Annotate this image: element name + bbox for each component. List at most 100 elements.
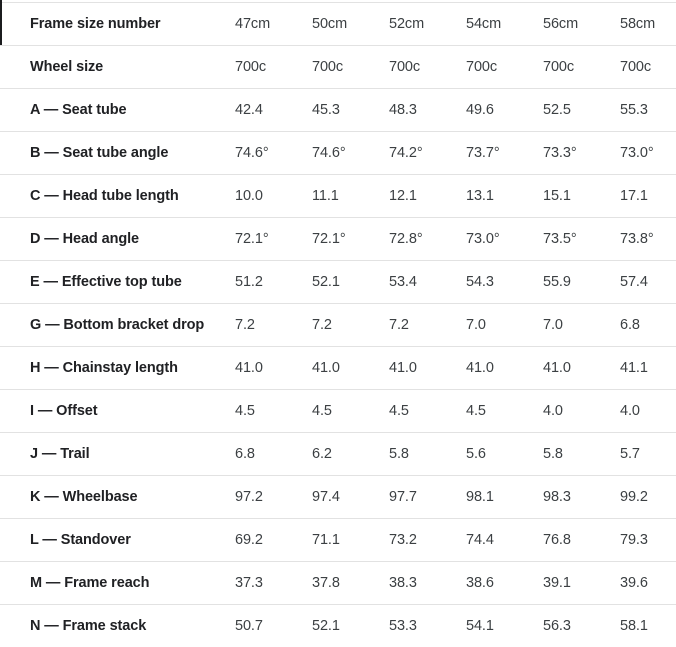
- table-cell: 7.0: [543, 317, 563, 333]
- table-cell: 49.6: [466, 102, 494, 118]
- table-row-bottom-bracket-drop: G — Bottom bracket drop 7.2 7.2 7.2 7.0 7.0 6…: [0, 303, 676, 347]
- table-cell: 57.4: [620, 274, 648, 290]
- table-cell: 4.5: [312, 403, 332, 419]
- table-cell: 73.8°: [620, 231, 654, 247]
- table-row-standover: L — Standover 69.2 71.1 73.2 74.4 76.8 79.3: [0, 518, 676, 562]
- table-cell: 4.5: [389, 403, 409, 419]
- table-cell: 15.1: [543, 188, 571, 204]
- row-label: K — Wheelbase: [30, 489, 138, 505]
- table-cell: 53.3: [389, 618, 417, 635]
- table-cell: 45.3: [312, 102, 340, 118]
- table-cell: 5.7: [620, 446, 640, 462]
- table-cell: 74.6°: [312, 145, 346, 161]
- table-row-frame-stack: N — Frame stack 50.7 52.1 53.3 54.1 56.3 58.1: [0, 604, 676, 647]
- table-cell: 99.2: [620, 489, 648, 505]
- table-cell: 37.3: [235, 575, 263, 591]
- table-cell: 37.8: [312, 575, 340, 591]
- table-cell: 97.7: [389, 489, 417, 505]
- table-cell: 41.0: [389, 360, 417, 376]
- table-cell: 74.4: [466, 532, 494, 548]
- table-cell: 72.8°: [389, 231, 423, 247]
- table-cell: 73.5°: [543, 231, 577, 247]
- table-row-head-tube-length: C — Head tube length 10.0 11.1 12.1 13.1 15.…: [0, 174, 676, 218]
- table-cell: 69.2: [235, 532, 263, 548]
- table-cell: 73.0°: [620, 145, 654, 161]
- table-cell: 6.8: [235, 446, 255, 462]
- table-cell: 47cm: [235, 16, 271, 32]
- table-cell: 5.8: [543, 446, 563, 462]
- table-cell: 700c: [389, 59, 421, 75]
- table-cell: 11.1: [312, 188, 339, 204]
- row-label: G — Bottom bracket drop: [30, 317, 205, 333]
- table-cell: 98.3: [543, 489, 571, 505]
- table-cell: 53.4: [389, 274, 417, 290]
- table-cell: 52.1: [312, 274, 340, 290]
- table-cell: 58cm: [620, 16, 656, 32]
- table-row-trail: J — Trail 6.8 6.2 5.8 5.6 5.8 5.7: [0, 432, 676, 476]
- table-cell: 56cm: [543, 16, 579, 32]
- row-label: N — Frame stack: [30, 618, 147, 635]
- table-cell: 700c: [620, 59, 652, 75]
- table-cell: 55.3: [620, 102, 648, 118]
- table-cell: 54cm: [466, 16, 502, 32]
- row-label: E — Effective top tube: [30, 274, 182, 290]
- table-row-seat-tube: A — Seat tube 42.4 45.3 48.3 49.6 52.5 55.3: [0, 88, 676, 132]
- table-row-wheel-size: Wheel size 700c 700c 700c 700c 700c 700c: [0, 45, 676, 89]
- table-cell: 6.2: [312, 446, 332, 462]
- table-cell: 39.1: [543, 575, 571, 591]
- table-cell: 73.0°: [466, 231, 500, 247]
- row-label: D — Head angle: [30, 231, 139, 247]
- table-cell: 73.2: [389, 532, 417, 548]
- table-cell: 700c: [312, 59, 344, 75]
- table-row-wheelbase: K — Wheelbase 97.2 97.4 97.7 98.1 98.3 99.2: [0, 475, 676, 519]
- table-cell: 13.1: [466, 188, 494, 204]
- table-row-frame-reach: M — Frame reach 37.3 37.8 38.3 38.6 39.1 39.6: [0, 561, 676, 605]
- table-cell: 38.6: [466, 575, 494, 591]
- table-cell: 700c: [543, 59, 575, 75]
- table-cell: 7.0: [466, 317, 486, 333]
- table-cell: 73.7°: [466, 145, 500, 161]
- table-cell: 76.8: [543, 532, 571, 548]
- row-label: L — Standover: [30, 532, 131, 548]
- table-row-head-angle: D — Head angle 72.1° 72.1° 72.8° 73.0° 73.5°…: [0, 217, 676, 261]
- table-cell: 41.0: [235, 360, 263, 376]
- table-cell: 54.1: [466, 618, 494, 635]
- table-cell: 41.0: [312, 360, 340, 376]
- left-edge-artifact: [0, 0, 2, 45]
- table-cell: 38.3: [389, 575, 417, 591]
- table-cell: 52cm: [389, 16, 425, 32]
- table-cell: 41.0: [543, 360, 571, 376]
- row-label: J — Trail: [30, 446, 90, 462]
- table-cell: 51.2: [235, 274, 263, 290]
- table-cell: 10.0: [235, 188, 263, 204]
- table-cell: 4.5: [235, 403, 255, 419]
- table-row-offset: I — Offset 4.5 4.5 4.5 4.5 4.0 4.0: [0, 389, 676, 433]
- table-cell: 71.1: [312, 532, 340, 548]
- table-row-frame-size: Frame size number 47cm 50cm 52cm 54cm 56cm 58…: [0, 2, 676, 46]
- table-cell: 7.2: [312, 317, 332, 333]
- table-cell: 39.6: [620, 575, 648, 591]
- table-row-chainstay-length: H — Chainstay length 41.0 41.0 41.0 41.0 41.…: [0, 346, 676, 390]
- table-cell: 5.8: [389, 446, 409, 462]
- table-cell: 12.1: [389, 188, 417, 204]
- table-cell: 4.0: [543, 403, 563, 419]
- table-cell: 73.3°: [543, 145, 577, 161]
- table-cell: 42.4: [235, 102, 263, 118]
- table-row-seat-tube-angle: B — Seat tube angle 74.6° 74.6° 74.2° 73.7°…: [0, 131, 676, 175]
- table-cell: 98.1: [466, 489, 494, 505]
- table-row-effective-top-tube: E — Effective top tube 51.2 52.1 53.4 54.3 5…: [0, 260, 676, 304]
- table-cell: 50cm: [312, 16, 348, 32]
- table-cell: 97.4: [312, 489, 340, 505]
- row-label: I — Offset: [30, 403, 98, 419]
- table-cell: 5.6: [466, 446, 486, 462]
- table-cell: 41.1: [620, 360, 648, 376]
- table-cell: 6.8: [620, 317, 640, 333]
- table-cell: 52.5: [543, 102, 571, 118]
- row-label: C — Head tube length: [30, 188, 179, 204]
- row-label: Frame size number: [30, 16, 161, 32]
- table-cell: 17.1: [620, 188, 648, 204]
- table-cell: 7.2: [235, 317, 255, 333]
- table-cell: 4.0: [620, 403, 640, 419]
- table-cell: 41.0: [466, 360, 494, 376]
